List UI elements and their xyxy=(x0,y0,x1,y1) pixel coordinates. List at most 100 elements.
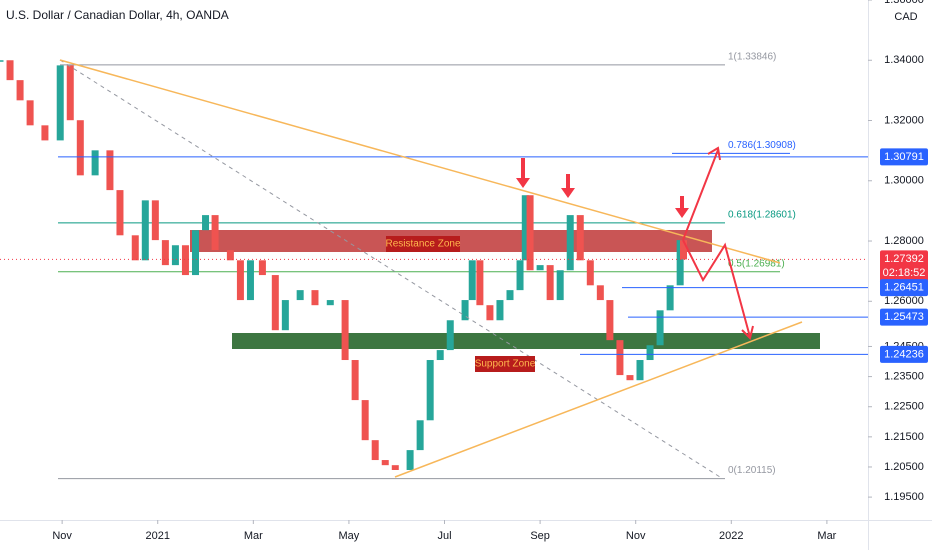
price-label-box xyxy=(880,148,928,166)
chart-title: U.S. Dollar / Canadian Dollar, 4h, OANDA xyxy=(6,8,229,22)
candle xyxy=(556,270,564,301)
candle xyxy=(236,260,244,301)
candle xyxy=(391,465,399,470)
y-tick-label: 1.36000 xyxy=(884,0,924,6)
candle xyxy=(56,65,64,141)
candle xyxy=(171,245,179,266)
x-tick-label: Mar xyxy=(817,530,836,542)
fib-label: 1(1.33846) xyxy=(728,52,776,63)
candle xyxy=(436,350,444,361)
y-tick-label: 1.32000 xyxy=(884,114,924,126)
x-tick-label: Mar xyxy=(244,530,263,542)
candle xyxy=(258,260,266,276)
candle xyxy=(271,275,279,331)
candle xyxy=(341,300,349,361)
price-label-box xyxy=(880,279,928,297)
price-label-box xyxy=(880,250,928,283)
candle xyxy=(191,230,199,276)
currency-label: CAD xyxy=(894,11,917,23)
support-label: Support Zone xyxy=(475,359,536,370)
candle xyxy=(656,310,664,346)
price-label: 1.24236 xyxy=(884,348,924,360)
x-tick-label: 2022 xyxy=(719,530,743,542)
candle xyxy=(91,150,99,176)
x-tick-label: Jul xyxy=(437,530,451,542)
projection-arrows xyxy=(682,146,754,340)
candle xyxy=(211,215,219,251)
top-markers xyxy=(516,158,689,218)
fib-label: 0.5(1.26981) xyxy=(728,258,785,269)
x-tick-label: Sep xyxy=(530,530,550,542)
x-tick-label: Nov xyxy=(626,530,646,542)
candle xyxy=(616,340,624,376)
candle xyxy=(596,285,604,301)
label-box xyxy=(475,356,535,372)
countdown-label: 02:18:52 xyxy=(883,267,926,279)
candle xyxy=(151,200,159,241)
candle xyxy=(461,300,469,321)
candle xyxy=(361,400,369,441)
candle xyxy=(16,80,24,101)
price-label-box xyxy=(880,345,928,363)
y-tick-label: 1.28000 xyxy=(884,235,924,247)
candle xyxy=(636,360,644,381)
candle xyxy=(26,100,34,126)
y-tick-label: 1.26000 xyxy=(884,295,924,307)
support-zone xyxy=(232,333,820,349)
candle xyxy=(476,260,484,306)
price-label: 1.26451 xyxy=(884,282,924,294)
support-trendline xyxy=(394,321,803,478)
candle xyxy=(666,285,674,311)
candle xyxy=(202,215,210,231)
candle xyxy=(161,240,169,266)
candle xyxy=(181,245,189,276)
candle xyxy=(576,215,584,261)
candle xyxy=(426,360,434,421)
candle xyxy=(680,240,688,260)
candle xyxy=(468,260,476,301)
candle xyxy=(496,300,504,321)
candle xyxy=(76,120,84,176)
candle xyxy=(351,360,359,401)
price-label: 1.25473 xyxy=(884,311,924,323)
price-label-box xyxy=(880,308,928,326)
candle xyxy=(566,215,574,271)
candle xyxy=(41,125,49,141)
y-tick-label: 1.21500 xyxy=(884,431,924,443)
candle xyxy=(106,150,114,191)
resistance-trendline xyxy=(59,59,781,264)
candle xyxy=(626,375,634,381)
dashed-trendline xyxy=(59,59,721,478)
price-label: 1.27392 xyxy=(884,253,924,265)
y-tick-label: 1.19500 xyxy=(884,491,924,503)
y-tick-label: 1.34000 xyxy=(884,54,924,66)
x-tick-label: Nov xyxy=(52,530,72,542)
candle xyxy=(141,200,149,261)
x-tick-label: 2021 xyxy=(145,530,169,542)
candle xyxy=(6,60,14,81)
candle xyxy=(226,250,234,261)
resistance-label: Resistance Zone xyxy=(385,239,460,250)
candle xyxy=(526,195,534,271)
y-tick-label: 1.22500 xyxy=(884,401,924,413)
candle xyxy=(281,300,289,331)
y-tick-label: 1.20500 xyxy=(884,461,924,473)
candle xyxy=(381,460,389,466)
candle xyxy=(66,65,74,121)
fib-label: 0(1.20115) xyxy=(728,465,776,476)
candle xyxy=(546,265,554,301)
candle xyxy=(676,240,684,286)
candle xyxy=(131,235,139,261)
candle xyxy=(0,60,4,62)
y-tick-label: 1.30000 xyxy=(884,175,924,187)
candle xyxy=(371,440,379,461)
candle xyxy=(116,190,124,236)
fib-label: 0.786(1.30908) xyxy=(728,140,796,151)
candle xyxy=(606,300,614,341)
candle xyxy=(311,290,319,306)
candle xyxy=(446,320,454,351)
candle xyxy=(586,260,594,286)
price-label: 1.30791 xyxy=(884,151,924,163)
candle xyxy=(486,305,494,321)
